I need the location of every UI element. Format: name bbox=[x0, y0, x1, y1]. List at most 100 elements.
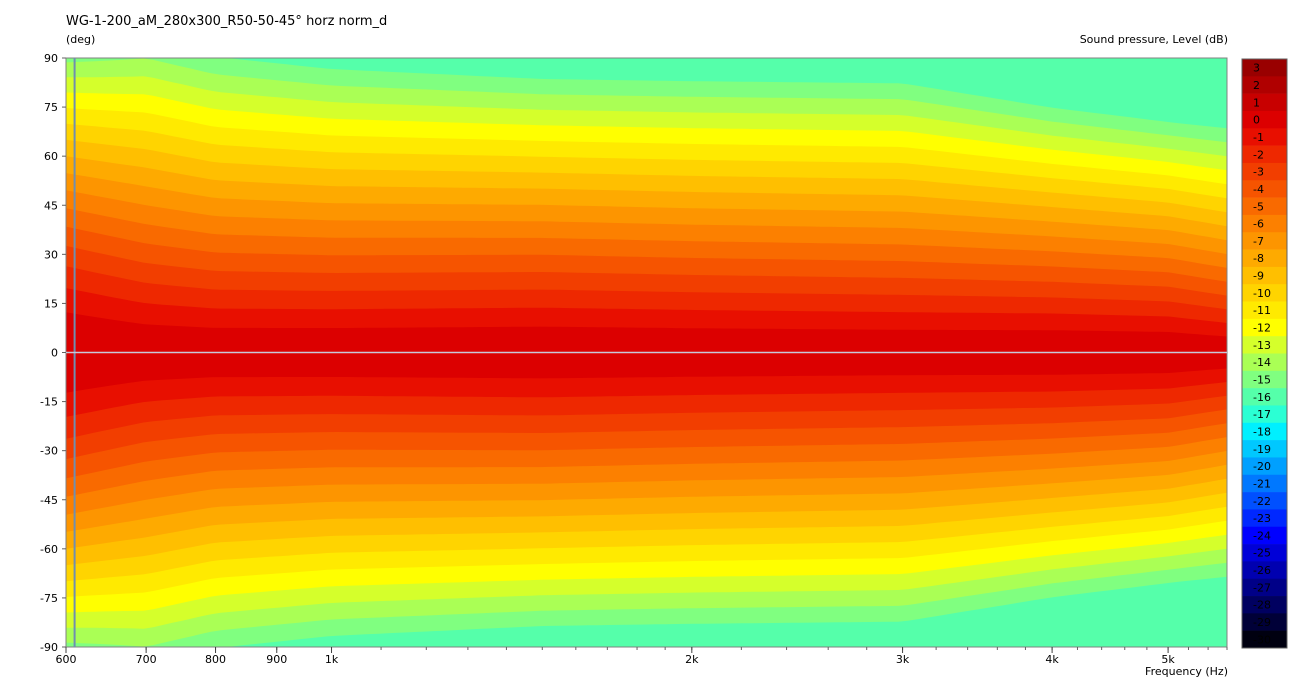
colorbar-cell bbox=[1242, 162, 1287, 181]
x-tick-label: 5k bbox=[1161, 653, 1175, 666]
y-tick-label: -15 bbox=[40, 396, 58, 409]
colorbar-label: -4 bbox=[1253, 183, 1264, 196]
colorbar-cell bbox=[1242, 492, 1287, 510]
colorbar-cell bbox=[1242, 509, 1287, 528]
colorbar-label: -3 bbox=[1253, 166, 1264, 179]
colorbar-cell bbox=[1242, 544, 1287, 562]
colorbar-label: -30 bbox=[1253, 633, 1271, 646]
colorbar-cell bbox=[1242, 353, 1287, 372]
y-tick-label: -45 bbox=[40, 494, 58, 507]
colorbar-label: -13 bbox=[1253, 339, 1271, 352]
colorbar-label: -27 bbox=[1253, 581, 1271, 594]
colorbar-label: -25 bbox=[1253, 547, 1271, 560]
colorbar-cell bbox=[1242, 76, 1287, 94]
y-tick-label: 45 bbox=[44, 199, 58, 212]
colorbar-cell bbox=[1242, 370, 1287, 389]
colorbar-label: 3 bbox=[1253, 62, 1260, 75]
colorbar-label: -17 bbox=[1253, 408, 1271, 421]
colorbar-label: -6 bbox=[1253, 218, 1264, 231]
colorbar-label: -21 bbox=[1253, 477, 1271, 490]
colorbar-cell bbox=[1242, 474, 1287, 493]
colorbar-cell bbox=[1242, 613, 1287, 631]
colorbar-frame bbox=[1241, 58, 1288, 649]
y-tick-label: 60 bbox=[44, 150, 58, 163]
colorbar-label: -20 bbox=[1253, 460, 1271, 473]
colorbar-label: -9 bbox=[1253, 270, 1264, 283]
x-tick-label: 600 bbox=[56, 653, 77, 666]
colorbar-cell bbox=[1242, 232, 1287, 250]
colorbar-cell bbox=[1242, 422, 1287, 441]
colorbar-cell bbox=[1242, 578, 1287, 597]
heatmap-band bbox=[66, 58, 1227, 647]
colorbar-label: -12 bbox=[1253, 322, 1271, 335]
colorbar-label: -22 bbox=[1253, 495, 1271, 508]
colorbar-cell bbox=[1242, 59, 1287, 77]
colorbar-cell bbox=[1242, 110, 1287, 129]
colorbar-cell bbox=[1242, 526, 1287, 545]
colorbar-cell bbox=[1242, 561, 1287, 580]
y-tick-label: 30 bbox=[44, 248, 58, 261]
x-tick-label: 1k bbox=[325, 653, 339, 666]
x-tick-label: 2k bbox=[685, 653, 699, 666]
y-tick-label: -90 bbox=[40, 641, 58, 654]
chart-title: WG-1-200_aM_280x300_R50-50-45° horz norm… bbox=[66, 14, 388, 29]
colorbar-label: -18 bbox=[1253, 425, 1271, 438]
colorbar-label: 0 bbox=[1253, 114, 1260, 127]
colorbar-title: Sound pressure, Level (dB) bbox=[1079, 33, 1228, 46]
heatmap-area bbox=[66, 58, 1227, 647]
colorbar-label: -26 bbox=[1253, 564, 1271, 577]
colorbar-label: -2 bbox=[1253, 148, 1264, 161]
colorbar: 3 2 1 0 -1 -2 -3 -4 -5 -6 -7 -8 -9 -10 -11 -12 -13 -14 -15… bbox=[1241, 58, 1288, 649]
colorbar-cell bbox=[1242, 145, 1287, 164]
colorbar-cell bbox=[1242, 93, 1287, 112]
x-tick-label: 900 bbox=[266, 653, 287, 666]
colorbar-cell bbox=[1242, 336, 1287, 354]
colorbar-cell bbox=[1242, 630, 1287, 649]
colorbar-label: -7 bbox=[1253, 235, 1264, 248]
y-tick-label: 0 bbox=[51, 347, 58, 360]
colorbar-cell bbox=[1242, 249, 1287, 268]
colorbar-label: -11 bbox=[1253, 304, 1271, 317]
colorbar-label: -16 bbox=[1253, 391, 1271, 404]
colorbar-label: 1 bbox=[1253, 96, 1260, 109]
colorbar-cell bbox=[1242, 457, 1287, 476]
colorbar-label: -28 bbox=[1253, 599, 1271, 612]
colorbar-cell bbox=[1242, 214, 1287, 233]
colorbar-label: -10 bbox=[1253, 287, 1271, 300]
colorbar-label: -29 bbox=[1253, 616, 1271, 629]
y-tick-label: -75 bbox=[40, 592, 58, 605]
colorbar-cell bbox=[1242, 318, 1287, 337]
x-tick-label: 700 bbox=[136, 653, 157, 666]
colorbar-cell bbox=[1242, 266, 1287, 285]
x-tick-label: 3k bbox=[896, 653, 910, 666]
colorbar-label: -14 bbox=[1253, 356, 1271, 369]
colorbar-label: 2 bbox=[1253, 79, 1260, 92]
x-axis-label: Frequency (Hz) bbox=[1145, 665, 1228, 678]
y-tick-label: -30 bbox=[40, 445, 58, 458]
colorbar-cell bbox=[1242, 128, 1287, 146]
y-tick-label: 75 bbox=[44, 101, 58, 114]
colorbar-cell bbox=[1242, 405, 1287, 424]
y-axis: 90 75 60 45 30 15 0 -15 -30 -45 -60 -75 -90 bbox=[40, 52, 66, 654]
y-tick-label: -60 bbox=[40, 543, 58, 556]
colorbar-label: -24 bbox=[1253, 529, 1271, 542]
y-tick-label: 15 bbox=[44, 297, 58, 310]
colorbar-label: -8 bbox=[1253, 252, 1264, 265]
colorbar-cell bbox=[1242, 284, 1287, 302]
colorbar-label: -5 bbox=[1253, 200, 1264, 213]
x-tick-label: 4k bbox=[1045, 653, 1059, 666]
colorbar-cell bbox=[1242, 197, 1287, 216]
colorbar-cell bbox=[1242, 388, 1287, 406]
colorbar-cell bbox=[1242, 180, 1287, 198]
y-axis-unit-label: (deg) bbox=[66, 33, 96, 46]
colorbar-label: -23 bbox=[1253, 512, 1271, 525]
y-tick-label: 90 bbox=[44, 52, 58, 65]
colorbar-cell bbox=[1242, 440, 1287, 458]
colorbar-label: -19 bbox=[1253, 443, 1271, 456]
colorbar-cell bbox=[1242, 301, 1287, 320]
colorbar-cell bbox=[1242, 596, 1287, 614]
colorbar-label: -1 bbox=[1253, 131, 1264, 144]
crosshair-cursor bbox=[66, 58, 1227, 647]
x-axis: 600 700 800 900 1k 2k 3k 4k 5k bbox=[56, 647, 1228, 666]
